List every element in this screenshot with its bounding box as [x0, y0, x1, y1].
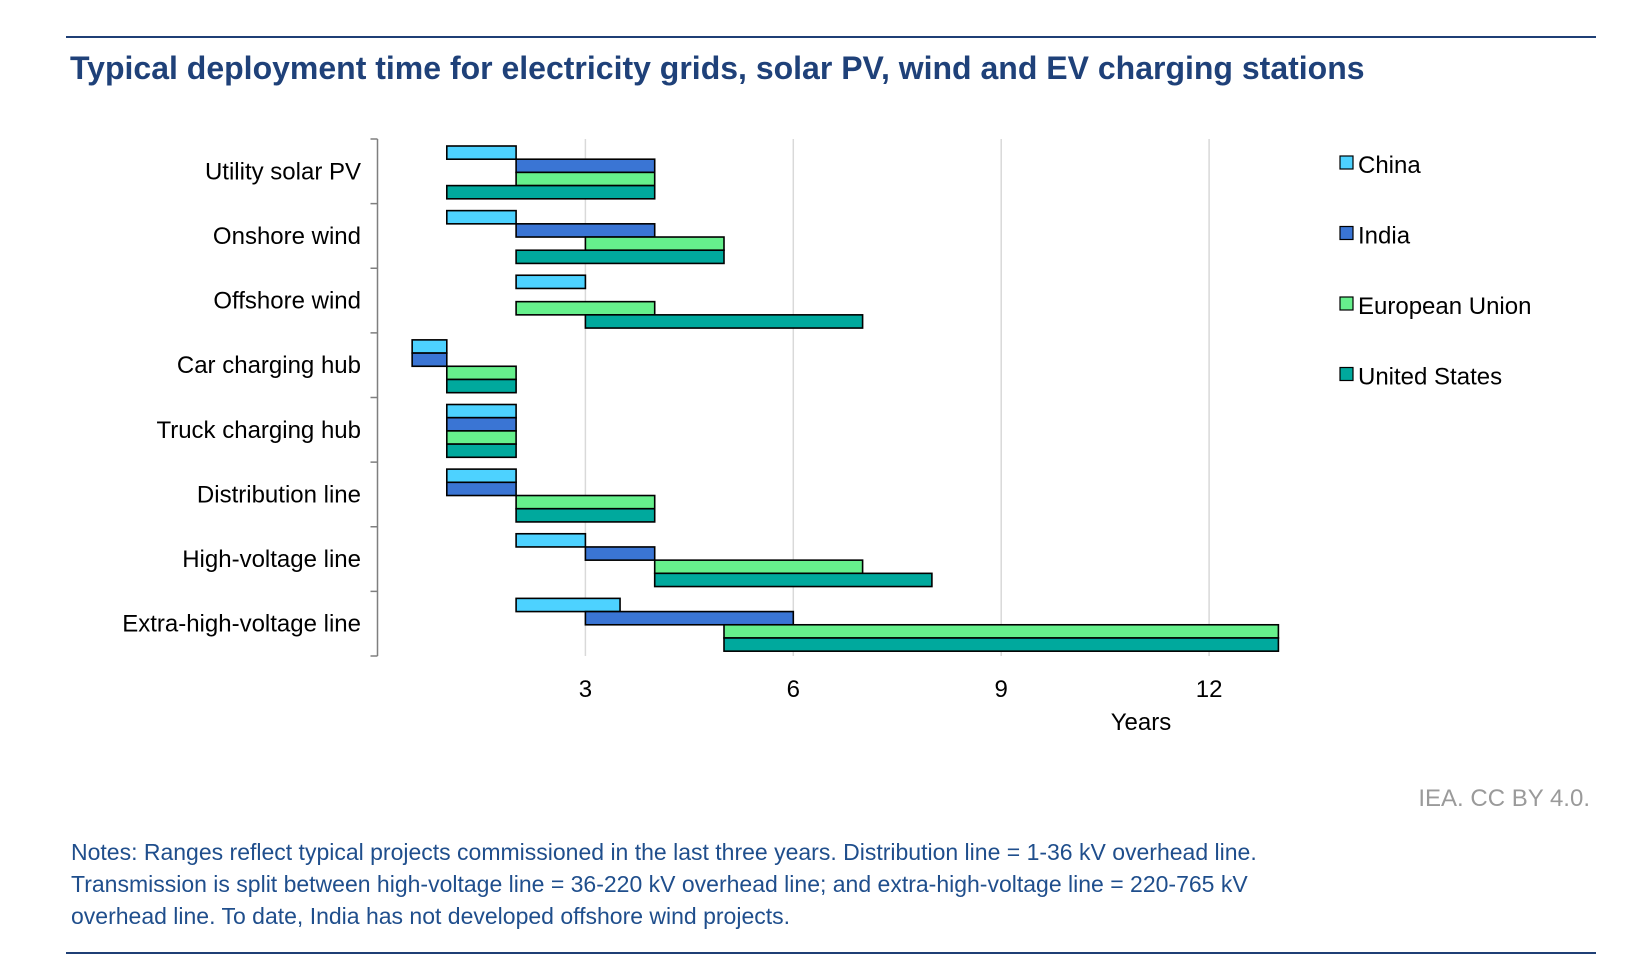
bar-european-union	[445, 365, 517, 381]
bar-united-states	[584, 314, 864, 329]
bar-united-states	[445, 184, 656, 200]
bar-china	[515, 597, 621, 613]
chart-plot: 3 6 9 12 Years Utility solar PV Onshore wind Of…	[122, 138, 1531, 736]
bar-china	[445, 468, 517, 484]
legend-swatch	[1339, 155, 1354, 170]
bar-european-union	[515, 300, 656, 316]
legend-label: China	[1358, 152, 1421, 179]
x-axis-label: Years	[1111, 709, 1172, 736]
top-rule	[66, 36, 1596, 38]
notes-line: Transmission is split between high-volta…	[71, 871, 1248, 897]
bar-european-union	[445, 430, 517, 445]
category-label: Extra-high-voltage line	[122, 611, 361, 638]
bar-china	[445, 145, 517, 160]
bar-china	[445, 209, 517, 225]
bar-india	[515, 158, 656, 174]
bar-china	[445, 403, 517, 419]
bar-european-union	[723, 623, 1280, 639]
legend-label: United States	[1358, 364, 1502, 391]
bar-united-states	[445, 443, 517, 459]
credit: IEA. CC BY 4.0.	[1418, 785, 1590, 812]
legend-swatch	[1339, 225, 1354, 241]
x-tick-label: 3	[579, 676, 592, 703]
category-label: Car charging hub	[177, 352, 361, 379]
bar-china	[515, 532, 587, 548]
notes: Notes: Ranges reflect typical projects c…	[71, 836, 1591, 932]
x-tick-label: 6	[787, 676, 800, 703]
bar-china	[411, 339, 448, 354]
x-tick-label: 9	[995, 676, 1008, 703]
legend-label: India	[1358, 223, 1411, 250]
bar-united-states	[445, 378, 517, 394]
category-label: Onshore wind	[213, 223, 361, 250]
legend-swatch	[1339, 296, 1354, 311]
category-label: Utility solar PV	[205, 158, 361, 185]
bar-india	[515, 223, 656, 238]
bar-european-union	[515, 171, 656, 187]
bar-united-states	[653, 572, 933, 588]
chart-title: Typical deployment time for electricity …	[70, 50, 1365, 86]
bar-european-union	[515, 494, 656, 510]
bar-china	[515, 274, 587, 290]
category-label: Truck charging hub	[156, 417, 361, 444]
bar-european-union	[653, 559, 864, 575]
category-label: Offshore wind	[213, 288, 361, 315]
bar-european-union	[584, 236, 725, 252]
bar-united-states	[515, 249, 725, 265]
category-label: Distribution line	[197, 481, 361, 508]
bottom-rule	[66, 952, 1596, 954]
bar-india	[584, 610, 795, 626]
notes-line: overhead line. To date, India has not de…	[71, 903, 791, 929]
bar-united-states	[515, 507, 656, 523]
bar-india	[584, 546, 656, 561]
bar-india	[411, 352, 448, 368]
legend-swatch	[1339, 366, 1354, 382]
category-label: High-voltage line	[182, 546, 361, 573]
bar-india	[445, 416, 517, 432]
notes-line: Notes: Ranges reflect typical projects c…	[71, 839, 1257, 865]
legend-label: European Union	[1358, 293, 1531, 320]
bar-india	[445, 481, 517, 497]
x-tick-label: 12	[1196, 676, 1223, 703]
bar-united-states	[723, 637, 1280, 652]
